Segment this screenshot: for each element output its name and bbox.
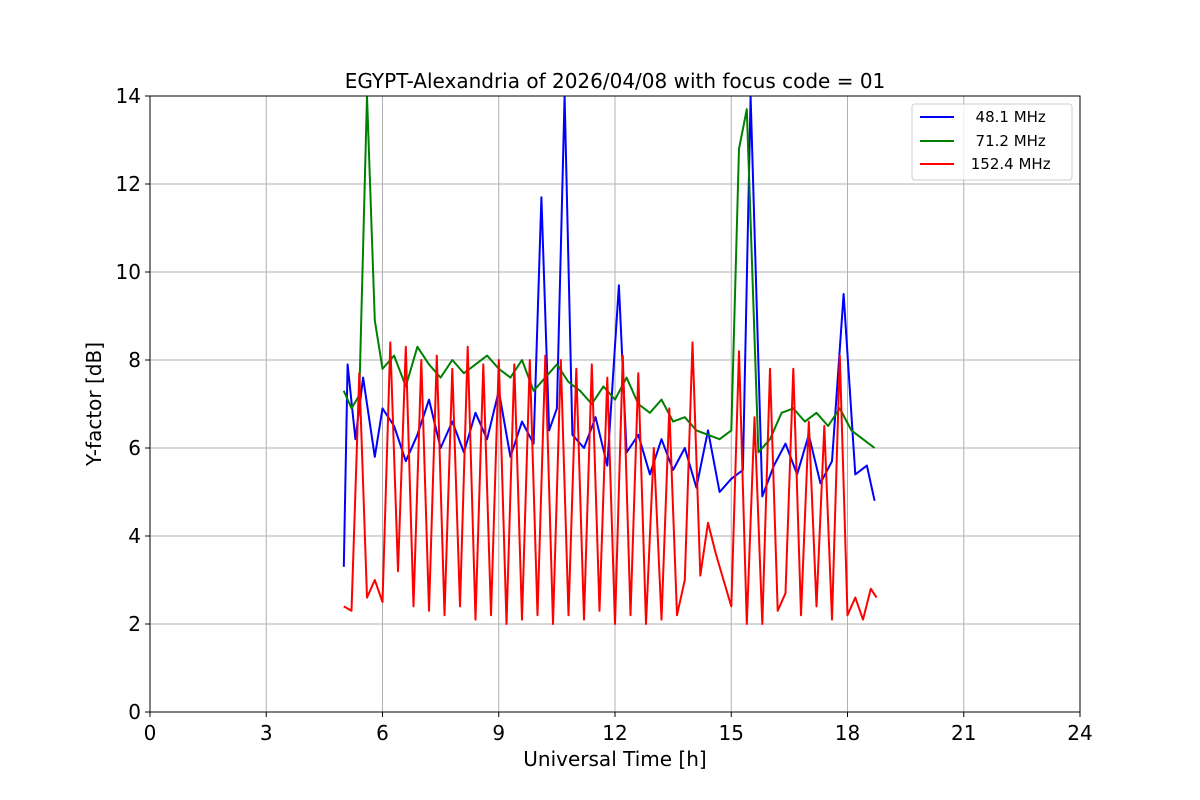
legend-label-48mhz: 48.1 MHz: [966, 108, 1046, 126]
series-line-71-2-mhz: [342, 96, 876, 454]
series-line-48-1-mhz: [342, 96, 876, 567]
x-tick-label: 9: [492, 721, 505, 745]
chart-title: EGYPT-Alexandria of 2026/04/08 with focu…: [345, 69, 886, 93]
legend-box: [911, 103, 1073, 181]
y-tick-label: 6: [128, 436, 141, 460]
y-tick-label: 14: [116, 84, 141, 108]
x-tick-label: 21: [951, 721, 976, 745]
y-tick-label: 12: [116, 172, 141, 196]
x-tick-label: 24: [1067, 721, 1092, 745]
y-axis-label: Y-factor [dB]: [82, 342, 106, 467]
x-tick-label: 18: [835, 721, 860, 745]
x-tick-label: 3: [260, 721, 273, 745]
y-tick-label: 10: [116, 260, 141, 284]
y-tick-label: 4: [128, 524, 141, 548]
x-tick-label: 15: [719, 721, 744, 745]
x-axis-label: Universal Time [h]: [523, 747, 706, 771]
y-tick-label: 8: [128, 348, 141, 372]
y-tick-label: 0: [128, 700, 141, 724]
x-tick-label: 12: [602, 721, 627, 745]
legend-label-71mhz: 71.2 MHz: [966, 132, 1046, 150]
legend-label-152mhz: 152.4 MHz: [966, 155, 1051, 173]
y-tick-label: 2: [128, 612, 141, 636]
legend: 48.1 MHz 71.2 MHz 152.4 MHz: [911, 103, 1073, 181]
series-group: [342, 96, 878, 625]
x-tick-label: 0: [144, 721, 157, 745]
series-line-152-4-mhz: [343, 341, 878, 625]
x-tick-label: 6: [376, 721, 389, 745]
